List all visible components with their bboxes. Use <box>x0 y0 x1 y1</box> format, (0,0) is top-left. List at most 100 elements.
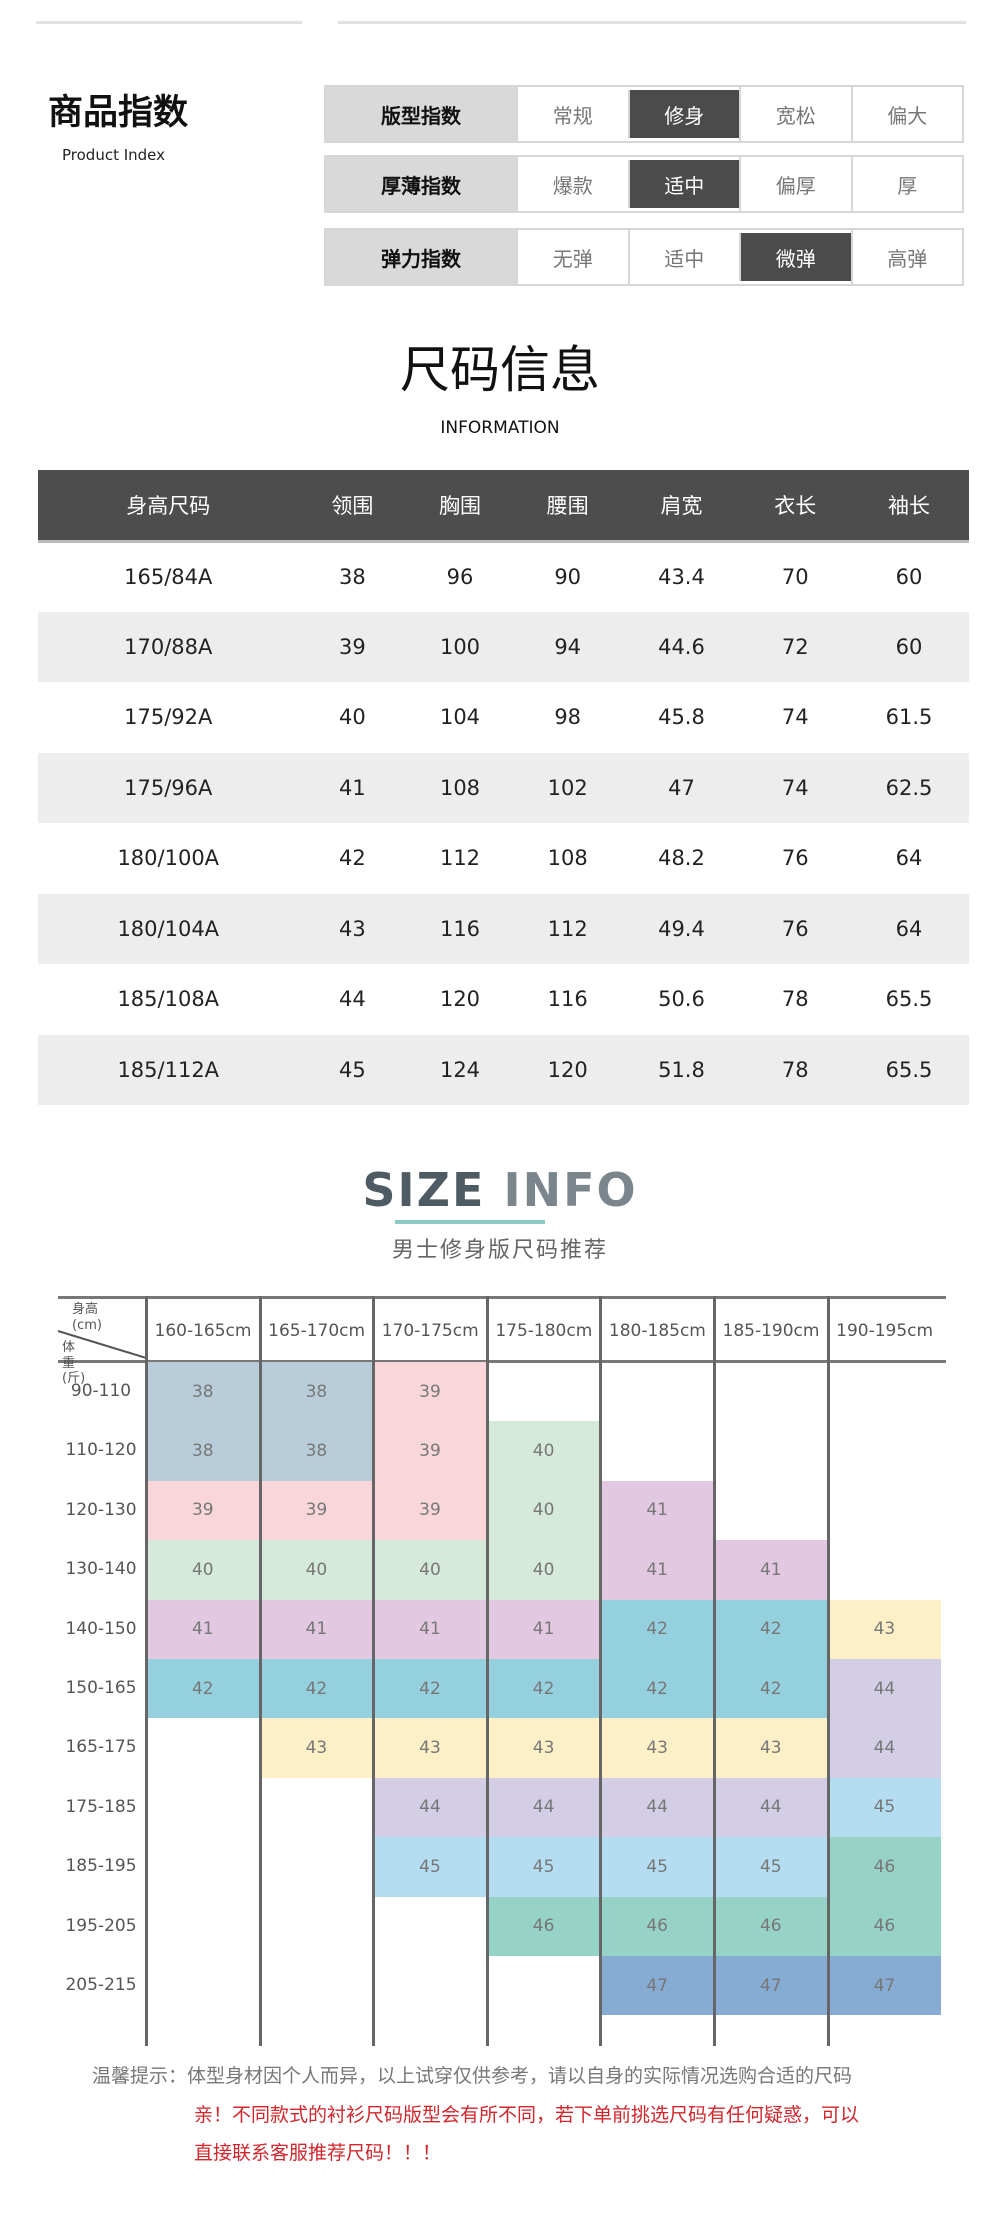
height-header: 170-175cm <box>381 1321 479 1341</box>
index-row: 厚薄指数 爆款 适中 偏厚厚 <box>324 155 964 213</box>
column-header: 领围 <box>298 470 407 543</box>
corner-height-label: 身高(cm) <box>72 1302 102 1333</box>
index-option: 适中 <box>627 230 740 284</box>
table-cell: 44.6 <box>621 611 742 682</box>
table-cell: 70 <box>781 565 809 589</box>
weight-label: 195-205 <box>65 1915 137 1936</box>
heading-underline <box>395 1220 545 1224</box>
height-header: 160-165cm <box>154 1321 252 1341</box>
table-cell: 61.5 <box>885 705 933 730</box>
index-option: 偏厚 <box>739 157 851 211</box>
table-cell: 185/108A <box>117 987 220 1012</box>
table-cell: 124 <box>406 1034 514 1105</box>
heading-part: INFO <box>503 1163 638 1217</box>
size-cell: 45 <box>373 1837 487 1897</box>
size-cell: 42 <box>600 1599 714 1659</box>
table-cell: 185/112A <box>38 1034 299 1105</box>
size-cell: 39 <box>373 1480 487 1541</box>
weight-label: 90-110 <box>70 1381 132 1401</box>
table-cell: 74 <box>741 752 850 823</box>
size-cell: 43 <box>486 1718 601 1778</box>
table-cell: 74 <box>781 705 809 730</box>
table-cell: 96 <box>446 565 474 589</box>
tip-note-red: 直接联系客服推荐尺码！！！ <box>194 2142 442 2164</box>
weight-label: 165-175 <box>65 1737 137 1758</box>
column-header: 肩宽 <box>621 470 742 543</box>
index-row: 弹力指数 无弹 适中 微弹 高弹 <box>324 228 964 286</box>
table-cell: 43 <box>298 893 407 964</box>
size-cell: 42 <box>146 1659 260 1719</box>
divider <box>338 21 966 24</box>
table-cell: 64 <box>849 893 969 964</box>
size-cell: 41 <box>146 1599 260 1659</box>
tip-note-red: 亲！不同款式的衬衫尺码版型会有所不同，若下单前挑选尺码有任何疑惑，可以 <box>194 2104 860 2126</box>
size-cell: 38 <box>146 1362 260 1422</box>
table-row: 185/112A 45 124 120 51.8 78 65.5 <box>38 1034 969 1105</box>
grid-column-line <box>372 1296 376 2046</box>
recommend-subtitle: 男士修身版尺码推荐 <box>391 1238 608 1263</box>
table-row: 185/108A 44 120 116 50.6 78 65.5 <box>38 964 969 1035</box>
size-cell: 45 <box>827 1777 942 1838</box>
index-label: 厚薄指数 <box>326 157 516 211</box>
table-cell: 108 <box>547 846 588 871</box>
size-cell: 46 <box>827 1837 942 1897</box>
size-cell: 41 <box>600 1480 714 1541</box>
table-cell: 41 <box>298 752 407 823</box>
index-row: 版型指数 常规 修身 宽松 偏大 <box>324 85 964 143</box>
table-cell: 180/104A <box>38 893 299 964</box>
index-option: 常规 <box>516 87 628 141</box>
size-cell: 39 <box>373 1421 487 1481</box>
table-cell: 108 <box>406 752 514 823</box>
table-cell: 60 <box>849 611 969 682</box>
table-cell: 170/88A <box>38 611 299 682</box>
size-cell: 43 <box>827 1599 942 1659</box>
size-cell: 40 <box>146 1540 260 1600</box>
table-cell: 78 <box>741 1034 850 1105</box>
size-cell: 46 <box>827 1896 942 1956</box>
index-option: 无弹 <box>516 230 628 284</box>
grid-column-line <box>258 1296 262 2046</box>
size-cell: 39 <box>259 1480 374 1541</box>
table-cell: 72 <box>741 611 850 682</box>
size-cell: 38 <box>146 1421 260 1481</box>
table-cell: 116 <box>547 987 588 1012</box>
size-info-heading: SIZE INFO <box>0 1165 1000 1216</box>
table-cell: 45 <box>298 1034 407 1105</box>
size-cell: 42 <box>714 1659 828 1719</box>
index-option: 高弹 <box>850 230 963 284</box>
grid-header-line <box>58 1360 946 1363</box>
size-cell: 44 <box>373 1777 487 1838</box>
grid-column-line <box>826 1296 830 2046</box>
size-cell: 47 <box>714 1956 828 2016</box>
height-header: 185-190cm <box>722 1321 820 1341</box>
table-cell: 44 <box>338 987 366 1012</box>
size-cell: 42 <box>714 1599 828 1659</box>
table-row: 180/100A 42 112 108 48.2 76 64 <box>38 823 969 894</box>
size-cell: 43 <box>373 1718 487 1778</box>
product-index-title: 商品指数 <box>48 93 189 133</box>
index-option: 宽松 <box>739 87 851 141</box>
table-cell: 76 <box>741 893 850 964</box>
size-cell: 39 <box>373 1362 487 1422</box>
size-cell: 41 <box>600 1540 714 1600</box>
grid-column-line <box>713 1296 716 2046</box>
index-option-selected: 微弹 <box>739 233 851 281</box>
size-cell: 46 <box>486 1896 601 1956</box>
table-cell: 104 <box>439 705 481 730</box>
table-row: 180/104A 43 116 112 49.4 76 64 <box>38 893 969 964</box>
heading-part: SIZE <box>362 1163 504 1217</box>
table-cell: 51.8 <box>621 1034 742 1105</box>
table-cell: 120 <box>439 987 481 1012</box>
index-label: 版型指数 <box>326 87 516 141</box>
table-cell: 45.8 <box>658 705 705 730</box>
size-cell: 45 <box>600 1837 714 1897</box>
size-cell: 41 <box>486 1599 601 1659</box>
table-row: 165/84A 38 96 90 43.4 70 60 <box>38 541 969 612</box>
table-cell: 100 <box>406 611 514 682</box>
table-cell: 48.2 <box>658 846 705 871</box>
grid-top-line <box>58 1296 946 1299</box>
table-cell: 98 <box>554 705 582 730</box>
size-cell: 41 <box>714 1540 828 1600</box>
table-cell: 175/92A <box>124 705 213 730</box>
size-cell: 45 <box>714 1837 828 1897</box>
